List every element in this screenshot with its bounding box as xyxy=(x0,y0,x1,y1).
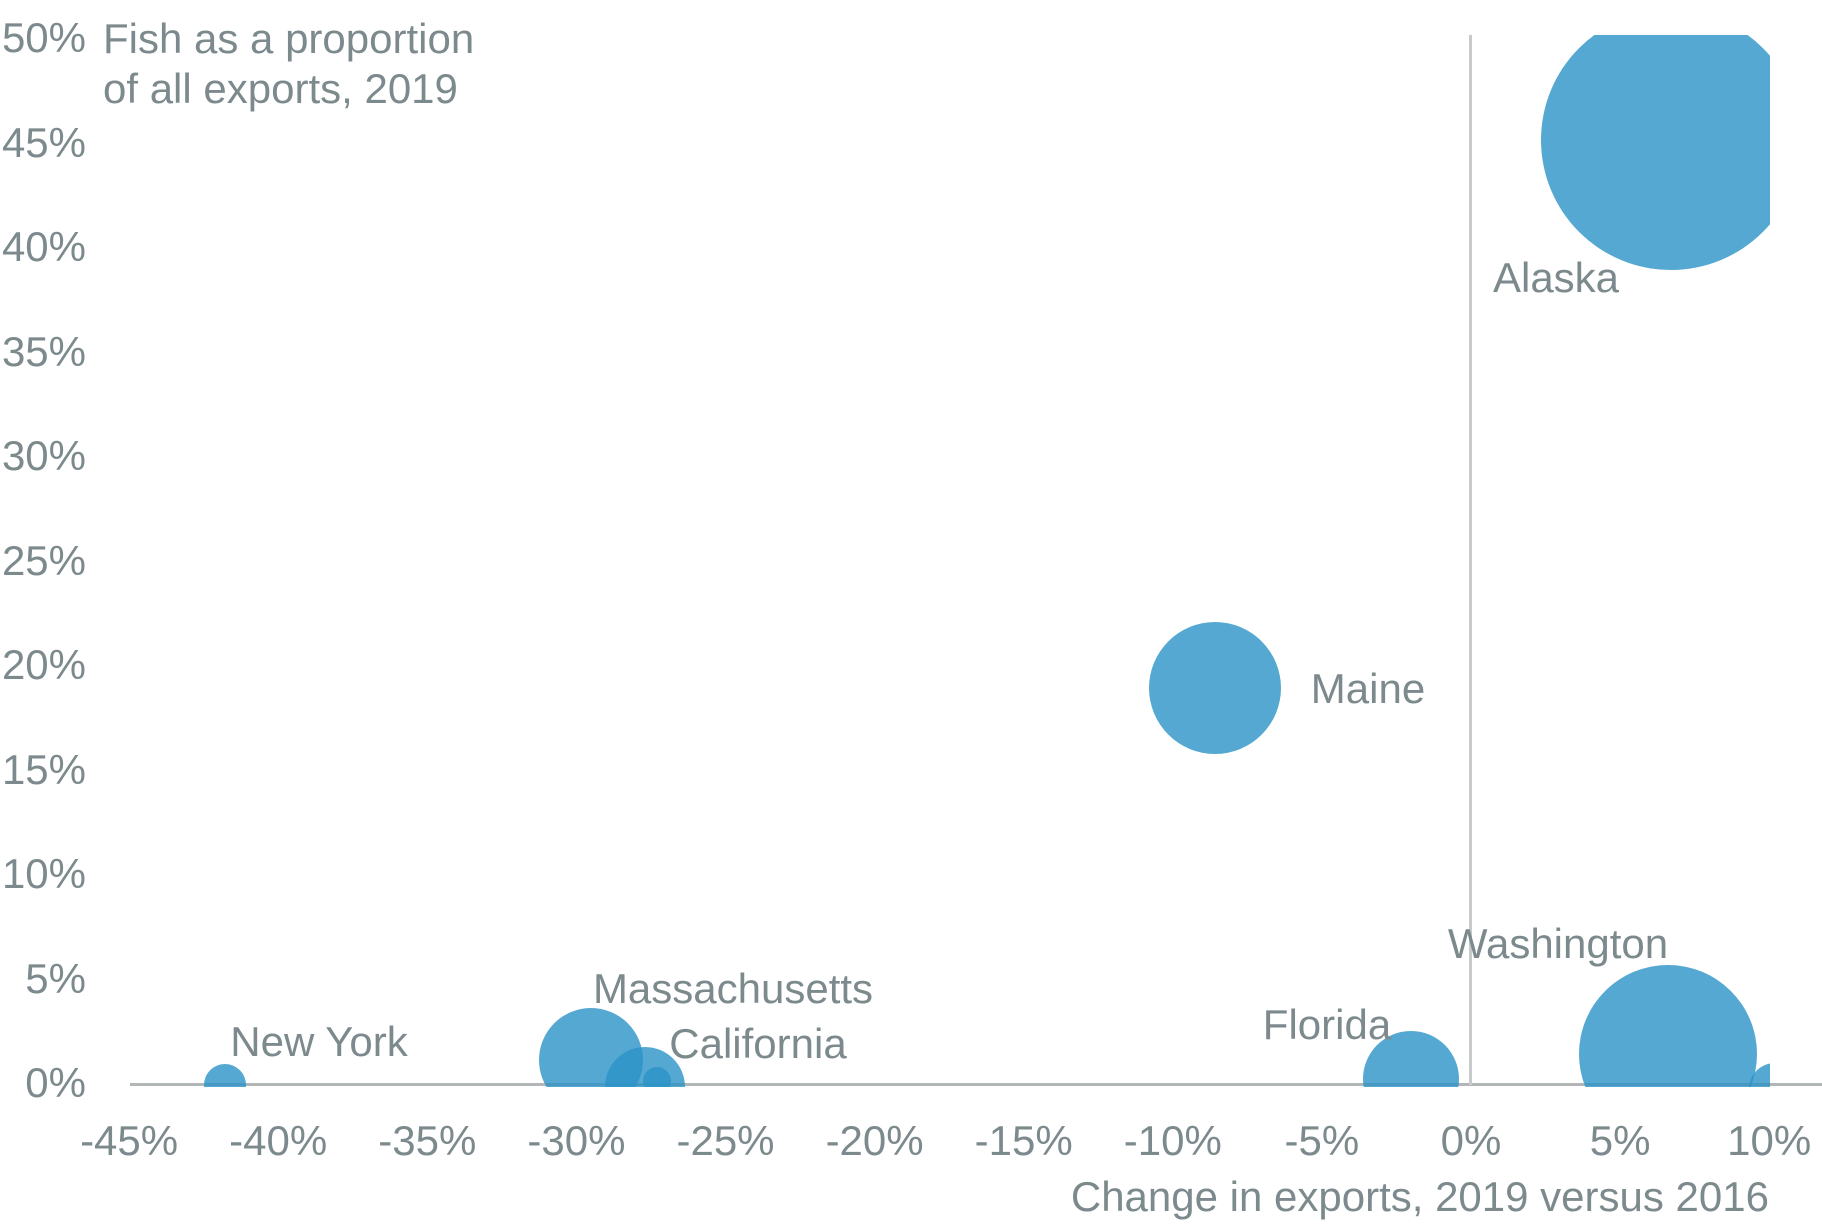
bubble-maine xyxy=(1148,621,1281,754)
point-label-washington: Washington xyxy=(1447,920,1669,968)
bubble-new-york xyxy=(203,1064,246,1087)
y-tick-label-30: 30% xyxy=(1,432,86,479)
y-tick-label-25: 25% xyxy=(1,536,86,584)
y-axis-title: Fish as a proportion of all exports, 201… xyxy=(103,14,474,113)
y-tick-label-0: 0% xyxy=(25,1059,86,1106)
plot-area xyxy=(130,35,1770,1087)
point-label-massachusetts: Massachusetts xyxy=(592,965,874,1013)
x-tick-label--45: -45% xyxy=(80,1117,179,1164)
point-label-maine: Maine xyxy=(1310,665,1426,713)
bubble-washington xyxy=(1578,964,1757,1087)
y-axis-title-line2: of all exports, 2019 xyxy=(103,64,458,112)
y-tick-label-50: 50% xyxy=(1,14,86,61)
point-label-alaska: Alaska xyxy=(1492,254,1620,302)
bubble-alaska xyxy=(1540,35,1770,271)
x-tick-label--40: -40% xyxy=(229,1117,328,1164)
y-tick-label-20: 20% xyxy=(1,641,86,688)
y-tick-label-35: 35% xyxy=(1,327,86,375)
point-label-florida: Florida xyxy=(1262,1001,1392,1049)
x-tick-label--15: -15% xyxy=(974,1117,1073,1164)
x-axis-line xyxy=(130,1083,1822,1086)
y-tick-label-15: 15% xyxy=(1,745,86,793)
x-tick-label-10: 10% xyxy=(1727,1117,1812,1164)
x-tick-label--10: -10% xyxy=(1123,1117,1222,1164)
x-tick-label--25: -25% xyxy=(676,1117,775,1164)
x-tick-label--5: -5% xyxy=(1284,1117,1360,1164)
x-tick-label--35: -35% xyxy=(378,1117,477,1164)
x-tick-label-5: 5% xyxy=(1589,1117,1651,1164)
point-label-california: California xyxy=(669,1020,847,1068)
x-axis-title: Change in exports, 2019 versus 2016 xyxy=(1070,1173,1769,1220)
x-tick-label--20: -20% xyxy=(825,1117,924,1164)
x-tick-label--30: -30% xyxy=(527,1117,626,1164)
y-tick-label-40: 40% xyxy=(1,223,86,270)
bubble-unlabeled-small xyxy=(642,1066,671,1087)
y-tick-label-10: 10% xyxy=(1,850,86,897)
x-tick-label-0: 0% xyxy=(1440,1117,1502,1164)
y-axis-title-line1: Fish as a proportion xyxy=(103,15,475,62)
point-label-new-york: New York xyxy=(230,1018,408,1066)
zero-reference-line xyxy=(1469,35,1472,1085)
y-tick-label-5: 5% xyxy=(25,954,86,1002)
y-tick-label-45: 45% xyxy=(1,118,86,166)
